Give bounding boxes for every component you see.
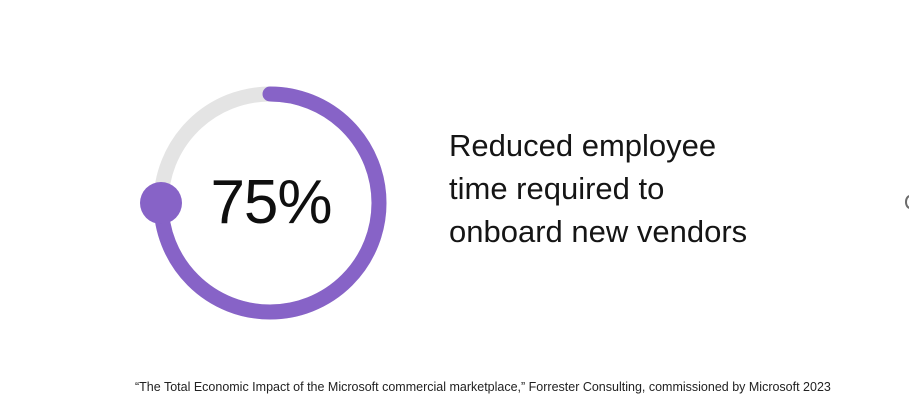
donut-svg (140, 86, 387, 320)
description-line-2: time required to (449, 171, 665, 206)
source-citation: “The Total Economic Impact of the Micros… (135, 380, 831, 394)
stat-description: Reduced employee time required to onboar… (449, 124, 829, 253)
edge-circle-icon (905, 195, 909, 209)
donut-value-label: 75% (210, 168, 332, 237)
donut-end-dot (140, 182, 182, 224)
description-line-3: onboard new vendors (449, 214, 748, 249)
donut-chart: 75% (130, 70, 410, 336)
description-line-1: Reduced employee (449, 128, 717, 163)
donut-progress-arc (153, 86, 387, 320)
